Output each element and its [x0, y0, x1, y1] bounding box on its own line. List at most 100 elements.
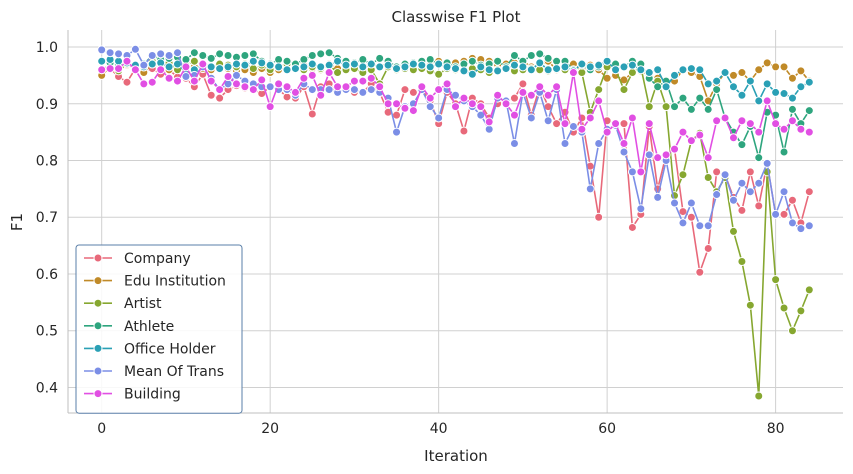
legend-label: Athlete: [124, 319, 174, 335]
data-point: [787, 116, 797, 126]
data-point: [408, 106, 418, 116]
data-point: [501, 64, 511, 74]
data-point: [189, 56, 199, 66]
data-point: [644, 150, 654, 160]
data-point: [670, 144, 680, 154]
data-point: [771, 275, 781, 285]
data-point: [619, 119, 629, 129]
data-point: [156, 49, 166, 59]
y-tick-label: 0.5: [36, 324, 58, 340]
data-point: [122, 77, 132, 87]
y-axis-label: F1: [8, 213, 26, 231]
data-point: [644, 119, 654, 129]
data-point: [535, 49, 545, 59]
data-point: [324, 68, 334, 78]
data-point: [493, 90, 503, 100]
data-point: [619, 147, 629, 157]
data-point: [240, 82, 250, 92]
data-point: [712, 167, 722, 177]
data-point: [324, 85, 334, 95]
data-point: [695, 65, 705, 75]
data-point: [248, 49, 258, 59]
data-point: [518, 79, 528, 89]
data-point: [602, 127, 612, 137]
data-point: [585, 62, 595, 72]
data-point: [282, 92, 292, 102]
data-point: [619, 85, 629, 95]
data-point: [282, 82, 292, 92]
data-point: [425, 93, 435, 103]
data-point: [307, 70, 317, 80]
data-point: [274, 55, 284, 65]
data-point: [526, 65, 536, 75]
data-point: [349, 76, 359, 86]
data-point: [476, 102, 486, 112]
data-point: [653, 153, 663, 163]
legend-swatch-marker: [93, 321, 103, 331]
data-point: [787, 73, 797, 83]
legend-item: Building: [84, 387, 181, 403]
data-point: [728, 82, 738, 92]
data-point: [147, 51, 157, 61]
data-point: [257, 75, 267, 85]
data-point: [97, 65, 107, 75]
data-point: [526, 90, 536, 100]
data-point: [442, 79, 452, 89]
data-point: [636, 204, 646, 214]
data-point: [543, 90, 553, 100]
data-point: [434, 69, 444, 79]
data-point: [97, 56, 107, 66]
data-point: [493, 66, 503, 76]
data-point: [181, 55, 191, 65]
data-point: [653, 65, 663, 75]
data-point: [712, 76, 722, 86]
data-point: [215, 64, 225, 74]
data-point: [299, 55, 309, 65]
data-point: [686, 64, 696, 74]
data-point: [762, 96, 772, 106]
data-point: [417, 60, 427, 70]
data-point: [333, 68, 343, 78]
data-point: [501, 99, 511, 109]
series-layer: [97, 44, 814, 401]
data-point: [383, 60, 393, 70]
legend-label: Building: [124, 387, 181, 403]
data-point: [703, 173, 713, 183]
data-point: [392, 99, 402, 109]
data-point: [754, 127, 764, 137]
data-point: [568, 68, 578, 78]
data-point: [425, 102, 435, 112]
data-point: [703, 221, 713, 231]
data-point: [653, 82, 663, 92]
data-point: [307, 109, 317, 119]
data-point: [745, 76, 755, 86]
data-point: [307, 85, 317, 95]
data-point: [349, 59, 359, 69]
data-point: [375, 53, 385, 63]
data-point: [265, 102, 275, 112]
data-point: [737, 90, 747, 100]
data-point: [695, 93, 705, 103]
data-point: [265, 60, 275, 70]
data-point: [787, 104, 797, 114]
data-point: [324, 60, 334, 70]
data-point: [459, 126, 469, 136]
data-point: [114, 64, 124, 74]
data-point: [787, 218, 797, 228]
data-point: [762, 158, 772, 168]
data-point: [796, 66, 806, 76]
data-point: [762, 79, 772, 89]
data-point: [737, 68, 747, 78]
data-point: [796, 306, 806, 316]
data-point: [619, 138, 629, 148]
data-point: [779, 209, 789, 219]
data-point: [686, 212, 696, 222]
data-point: [484, 65, 494, 75]
data-point: [754, 65, 764, 75]
legend-label: Company: [124, 251, 191, 267]
y-tick-label: 0.6: [36, 267, 58, 283]
data-point: [316, 62, 326, 72]
data-point: [147, 59, 157, 69]
data-point: [156, 65, 166, 75]
data-point: [787, 93, 797, 103]
